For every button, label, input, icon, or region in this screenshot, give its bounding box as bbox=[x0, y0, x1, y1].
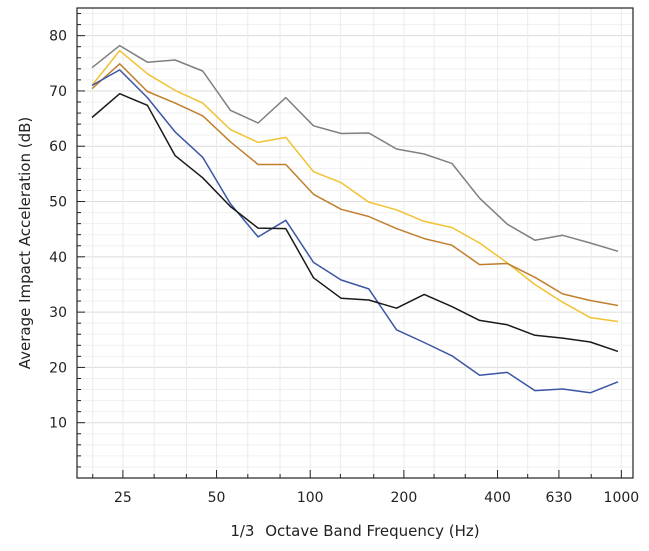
x-tick-label: 50 bbox=[208, 490, 226, 506]
plot-frame bbox=[76, 7, 634, 479]
x-tick-label: 25 bbox=[114, 490, 132, 506]
x-tick-label: 630 bbox=[546, 490, 573, 506]
y-tick-label: 30 bbox=[49, 305, 67, 321]
x-axis-label: 1/3 Octave Band Frequency (Hz) bbox=[230, 522, 479, 540]
x-axis: 25 50 100 200 400 630 1000 bbox=[92, 470, 640, 506]
series-group bbox=[91, 44, 619, 394]
y-axis: 10 20 30 40 50 60 70 80 bbox=[49, 13, 85, 479]
y-tick-label: 80 bbox=[49, 29, 67, 45]
grid-lines bbox=[77, 8, 633, 479]
y-tick-label: 50 bbox=[49, 195, 67, 211]
x-tick-label: 200 bbox=[391, 490, 418, 506]
y-tick-label: 60 bbox=[49, 139, 67, 155]
y-tick-label: 10 bbox=[49, 416, 67, 432]
y-tick-label: 40 bbox=[49, 250, 67, 266]
x-tick-label: 1000 bbox=[604, 490, 640, 506]
y-tick-label: 70 bbox=[49, 84, 67, 100]
series-line-5 bbox=[91, 92, 619, 353]
x-axis-label-fraction: 1/3 bbox=[230, 522, 254, 540]
x-tick-label: 400 bbox=[484, 490, 511, 506]
series-line-1 bbox=[91, 44, 619, 253]
y-axis-label: Average Impact Acceleration (dB) bbox=[16, 117, 34, 370]
y-tick-label: 20 bbox=[49, 360, 67, 376]
series-line-2 bbox=[91, 49, 619, 323]
x-axis-label-text: Octave Band Frequency (Hz) bbox=[265, 522, 479, 540]
series-line-3 bbox=[91, 63, 619, 307]
x-tick-label: 100 bbox=[297, 490, 324, 506]
series-line-4 bbox=[91, 69, 619, 394]
